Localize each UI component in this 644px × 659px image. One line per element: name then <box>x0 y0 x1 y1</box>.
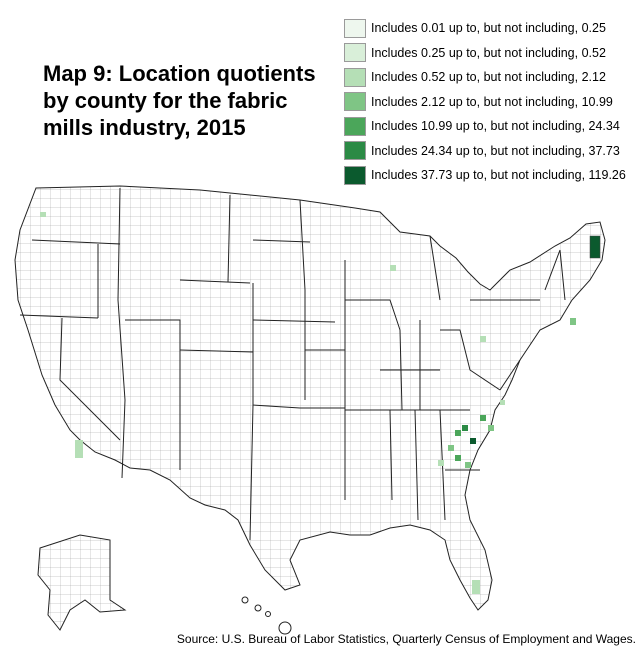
county-sc-2 <box>465 462 471 468</box>
county-nc-2 <box>462 425 468 431</box>
legend-swatch <box>344 92 366 112</box>
county-nc-3 <box>470 438 476 444</box>
contiguous-us-outline <box>14 185 606 611</box>
county-nc-1 <box>455 430 461 436</box>
county-maine <box>589 235 601 259</box>
county-california <box>75 440 83 458</box>
legend-swatch <box>344 141 366 161</box>
legend-label: Includes 0.52 up to, but not including, … <box>371 70 606 85</box>
county-wisconsin <box>390 265 396 271</box>
county-ga <box>438 460 444 466</box>
source-note: Source: U.S. Bureau of Labor Statistics,… <box>176 632 636 646</box>
legend-label: Includes 0.01 up to, but not including, … <box>371 21 606 36</box>
legend-label: Includes 2.12 up to, but not including, … <box>371 94 613 109</box>
county-nc-6 <box>448 445 454 451</box>
legend-label: Includes 10.99 up to, but not including,… <box>371 119 620 134</box>
legend-swatch <box>344 165 366 185</box>
county-washington <box>40 212 46 217</box>
legend-item: Includes 0.25 up to, but not including, … <box>344 41 626 66</box>
legend-item: Includes 2.12 up to, but not including, … <box>344 90 626 115</box>
county-va <box>500 400 505 405</box>
legend-label: Includes 0.25 up to, but not including, … <box>371 45 606 60</box>
county-nc-5 <box>488 425 494 431</box>
legend-swatch <box>344 67 366 87</box>
legend-item: Includes 10.99 up to, but not including,… <box>344 114 626 139</box>
legend-label: Includes 24.34 up to, but not including,… <box>371 143 620 158</box>
legend-swatch <box>344 43 366 63</box>
state-borders <box>19 187 566 541</box>
county-new-england <box>570 318 576 325</box>
legend-item: Includes 0.01 up to, but not including, … <box>344 16 626 41</box>
highlighted-counties <box>40 212 601 594</box>
county-nc-4 <box>480 415 486 421</box>
legend-swatch <box>344 18 366 38</box>
county-florida <box>472 580 480 594</box>
alaska-inset <box>37 534 127 631</box>
legend: Includes 0.01 up to, but not including, … <box>344 16 626 188</box>
county-sc-1 <box>455 455 461 461</box>
legend-swatch <box>344 116 366 136</box>
legend-label: Includes 37.73 up to, but not including,… <box>371 168 626 183</box>
legend-item: Includes 37.73 up to, but not including,… <box>344 163 626 188</box>
map-title: Map 9: Location quotients by county for … <box>43 61 316 140</box>
county-new-york <box>480 336 486 342</box>
hawaii-inset <box>241 596 292 635</box>
legend-item: Includes 24.34 up to, but not including,… <box>344 139 626 164</box>
legend-item: Includes 0.52 up to, but not including, … <box>344 65 626 90</box>
